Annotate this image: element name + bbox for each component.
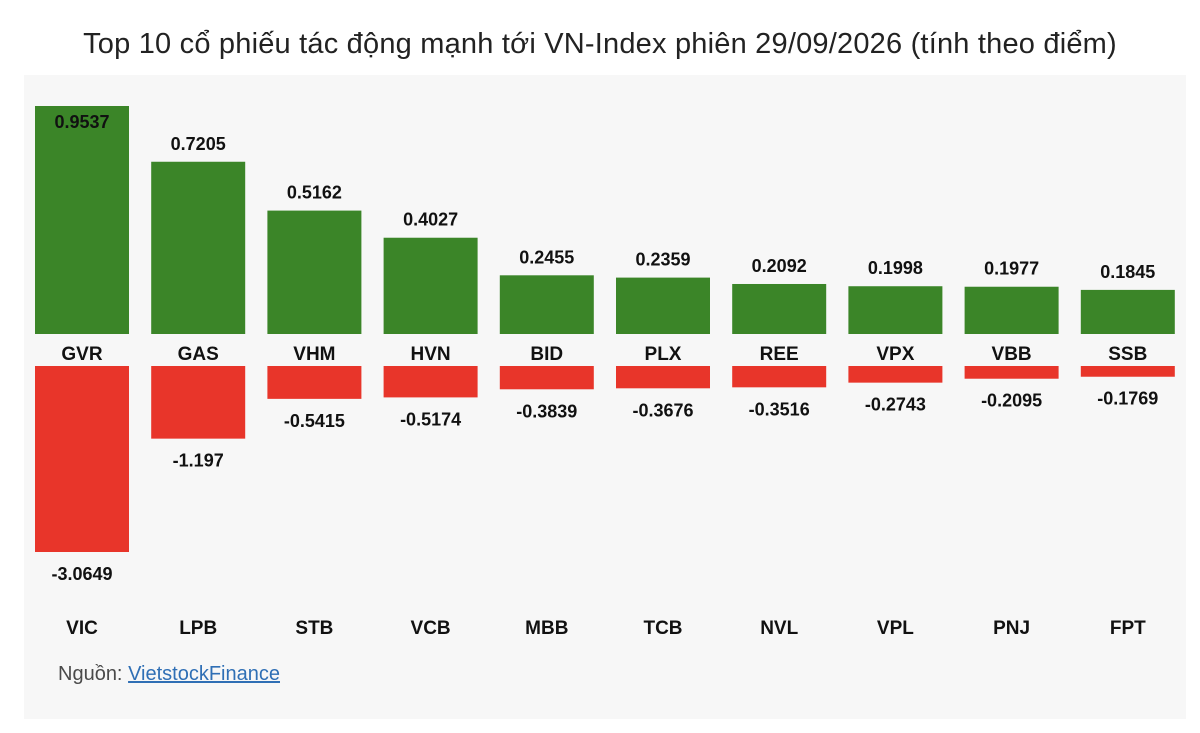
negative-ticker-label: MBB bbox=[525, 618, 568, 639]
negative-value-label: -0.2095 bbox=[981, 391, 1042, 411]
positive-ticker-label: VPX bbox=[876, 344, 914, 365]
positive-bar bbox=[964, 286, 1059, 334]
negative-value-label: -1.197 bbox=[173, 451, 224, 471]
plot-area: 0.9537 GVR 0.7205 GAS 0.5162 VHM 0.4027 HVN 0.24… bbox=[24, 75, 1186, 719]
negative-bar bbox=[383, 366, 478, 398]
bar-chart: 0.9537 GVR 0.7205 GAS 0.5162 VHM 0.4027 HVN 0.24… bbox=[35, 106, 1175, 639]
negative-value-label: -0.3676 bbox=[632, 400, 693, 420]
positive-bar bbox=[383, 237, 478, 334]
positive-ticker-label: VBB bbox=[992, 344, 1032, 365]
positive-ticker-label: GAS bbox=[178, 344, 219, 365]
positive-ticker-label: HVN bbox=[411, 344, 451, 365]
positive-bar bbox=[848, 286, 943, 334]
negative-value-label: -0.2743 bbox=[865, 395, 926, 415]
positive-value-label: 0.1845 bbox=[1100, 262, 1155, 282]
negative-ticker-label: PNJ bbox=[993, 618, 1030, 639]
positive-bar bbox=[1080, 289, 1175, 334]
negative-ticker-label: VPL bbox=[877, 618, 914, 639]
negative-bar bbox=[616, 366, 710, 389]
negative-ticker-label: VCB bbox=[411, 618, 451, 639]
positive-value-label: 0.1998 bbox=[868, 258, 923, 278]
negative-bar bbox=[964, 366, 1059, 379]
positive-ticker-label: PLX bbox=[645, 344, 682, 365]
negative-bar bbox=[732, 366, 827, 388]
positive-value-label: 0.4027 bbox=[403, 210, 458, 230]
positive-bar bbox=[732, 283, 827, 334]
negative-ticker-label: VIC bbox=[66, 618, 98, 639]
negative-value-label: -0.1769 bbox=[1097, 389, 1158, 409]
negative-bar bbox=[1080, 366, 1175, 377]
negative-value-label: -3.0649 bbox=[51, 564, 112, 584]
negative-bar bbox=[267, 366, 362, 399]
negative-ticker-label: FPT bbox=[1110, 618, 1146, 639]
negative-bar bbox=[35, 366, 129, 552]
negative-bar bbox=[499, 366, 594, 390]
positive-ticker-label: GVR bbox=[61, 344, 102, 365]
negative-ticker-label: LPB bbox=[179, 618, 217, 639]
positive-bar bbox=[616, 277, 710, 334]
positive-ticker-label: VHM bbox=[293, 344, 335, 365]
negative-bar bbox=[151, 366, 246, 439]
negative-value-label: -0.3516 bbox=[749, 399, 810, 419]
positive-value-label: 0.2455 bbox=[519, 247, 574, 267]
negative-value-label: -0.5415 bbox=[284, 411, 345, 431]
positive-bar bbox=[151, 161, 246, 334]
positive-value-label: 0.5162 bbox=[287, 183, 342, 203]
positive-value-label: 0.2359 bbox=[635, 250, 690, 270]
source-link[interactable]: VietstockFinance bbox=[128, 663, 280, 685]
negative-ticker-label: STB bbox=[295, 618, 333, 639]
source-line: Nguồn: VietstockFinance bbox=[58, 663, 280, 686]
positive-ticker-label: BID bbox=[530, 344, 563, 365]
negative-value-label: -0.5174 bbox=[400, 409, 461, 429]
positive-bar bbox=[499, 275, 594, 334]
positive-value-label: 0.9537 bbox=[54, 112, 109, 132]
positive-value-label: 0.2092 bbox=[752, 256, 807, 276]
negative-ticker-label: NVL bbox=[760, 618, 798, 639]
positive-bar bbox=[267, 210, 362, 334]
positive-value-label: 0.1977 bbox=[984, 259, 1039, 279]
source-label: Nguồn: bbox=[58, 663, 123, 685]
positive-ticker-label: SSB bbox=[1108, 344, 1147, 365]
positive-value-label: 0.7205 bbox=[171, 134, 226, 154]
negative-value-label: -0.3839 bbox=[516, 401, 577, 421]
negative-bar bbox=[848, 366, 943, 383]
negative-ticker-label: TCB bbox=[643, 618, 682, 639]
positive-bar bbox=[35, 106, 129, 334]
chart-title: Top 10 cổ phiếu tác động mạnh tới VN-Ind… bbox=[83, 28, 1117, 60]
positive-ticker-label: REE bbox=[760, 344, 799, 365]
